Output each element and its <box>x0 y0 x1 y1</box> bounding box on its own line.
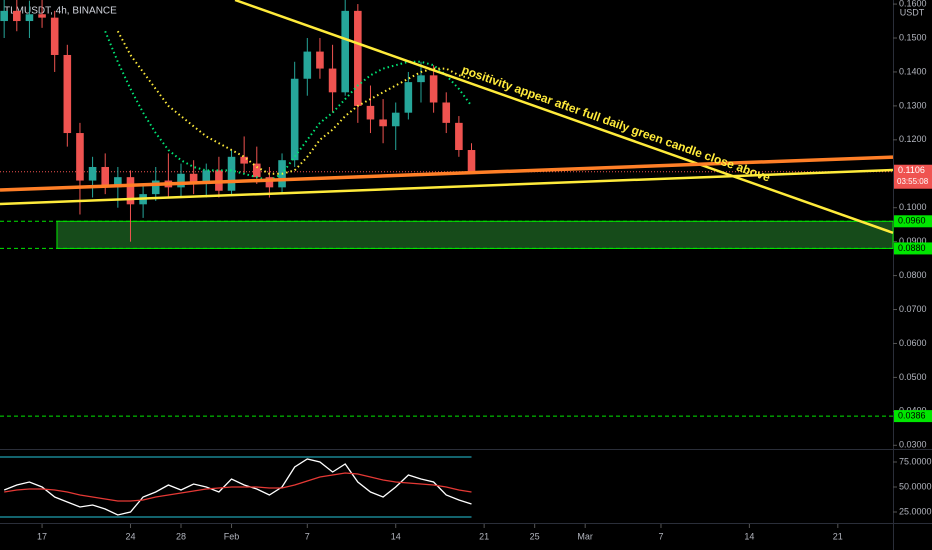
candle-body <box>290 78 299 161</box>
y-tick-label: 25.0000 <box>899 506 932 516</box>
y-tick-label: 0.0600 <box>899 338 927 348</box>
support-zone <box>56 220 894 249</box>
indicator-line <box>3 458 472 516</box>
countdown-label: 03:55:08 <box>897 177 929 186</box>
x-tick-label: 7 <box>658 531 663 541</box>
x-tick-label: 7 <box>305 531 310 541</box>
currency-label: USDT <box>900 7 925 17</box>
candle-body <box>189 173 198 184</box>
candle-body <box>13 10 21 22</box>
trendline <box>0 168 894 206</box>
candle-body <box>88 166 97 181</box>
candle-body <box>379 119 387 127</box>
x-tick-label: 14 <box>744 531 754 541</box>
trendline <box>234 0 894 235</box>
candle-body <box>227 156 236 191</box>
level-label: 0.0386 <box>898 410 926 420</box>
candle-body <box>50 17 59 55</box>
candle-body <box>429 75 438 103</box>
candle-body <box>467 150 476 172</box>
y-tick-label: 0.1300 <box>899 100 927 110</box>
candle-body <box>101 166 110 188</box>
candle-body <box>202 170 211 184</box>
candle-body <box>404 82 413 113</box>
y-tick-label: 0.0300 <box>899 440 927 450</box>
candle-body <box>455 122 463 151</box>
candle-body <box>366 105 375 120</box>
x-tick-label: 14 <box>391 531 401 541</box>
last-price-label: 0.1106 <box>898 165 925 175</box>
last-price-box <box>894 164 932 189</box>
candle-body <box>316 51 324 69</box>
symbol-title: TLMUSDT, 4h, BINANCE <box>4 6 117 17</box>
candle-body <box>0 10 8 22</box>
y-tick-label: 75.0000 <box>899 456 932 466</box>
y-tick-label: 0.1400 <box>899 66 927 76</box>
y-tick-label: 0.1500 <box>899 32 927 42</box>
candle-body <box>151 180 160 195</box>
candle-body <box>252 163 261 178</box>
candle-body <box>76 133 84 181</box>
y-tick-label: 50.0000 <box>899 481 932 491</box>
candle-body <box>303 51 312 79</box>
y-tick-label: 0.1200 <box>899 134 927 144</box>
y-tick-label: 0.1600 <box>899 0 927 8</box>
x-tick-label: 24 <box>125 531 135 541</box>
candle-body <box>177 173 185 188</box>
x-tick-label: 21 <box>479 531 489 541</box>
candle-body <box>63 54 72 134</box>
x-tick-label: 25 <box>530 531 540 541</box>
candle-body <box>391 112 400 127</box>
candle-body <box>38 14 46 18</box>
x-tick-label: 21 <box>833 531 843 541</box>
candle-body <box>442 102 451 123</box>
y-tick-label: 0.0500 <box>899 372 927 382</box>
y-tick-label: 0.1000 <box>899 202 927 212</box>
candle-body <box>126 177 135 205</box>
trendline <box>0 155 894 192</box>
x-tick-label: Feb <box>224 531 240 541</box>
y-tick-label: 0.0900 <box>899 236 927 246</box>
x-tick-label: Mar <box>577 531 593 541</box>
candle-body <box>25 14 34 22</box>
candle-body <box>265 177 274 188</box>
level-label-box <box>894 410 932 423</box>
level-label: 0.0960 <box>898 216 926 226</box>
x-tick-label: 17 <box>37 531 47 541</box>
candle-body <box>354 10 362 106</box>
level-label: 0.0880 <box>898 243 926 253</box>
candle-body <box>417 75 425 83</box>
candle-body <box>114 177 122 188</box>
candle-body <box>240 156 248 164</box>
y-tick-label: 0.0700 <box>899 304 927 314</box>
level-label-box <box>894 242 932 255</box>
x-tick-label: 28 <box>176 531 186 541</box>
level-label-box <box>894 215 932 228</box>
indicator-line <box>4 472 472 502</box>
candle-body <box>328 68 337 93</box>
candle-body <box>341 10 349 93</box>
y-tick-label: 0.0800 <box>899 270 927 280</box>
